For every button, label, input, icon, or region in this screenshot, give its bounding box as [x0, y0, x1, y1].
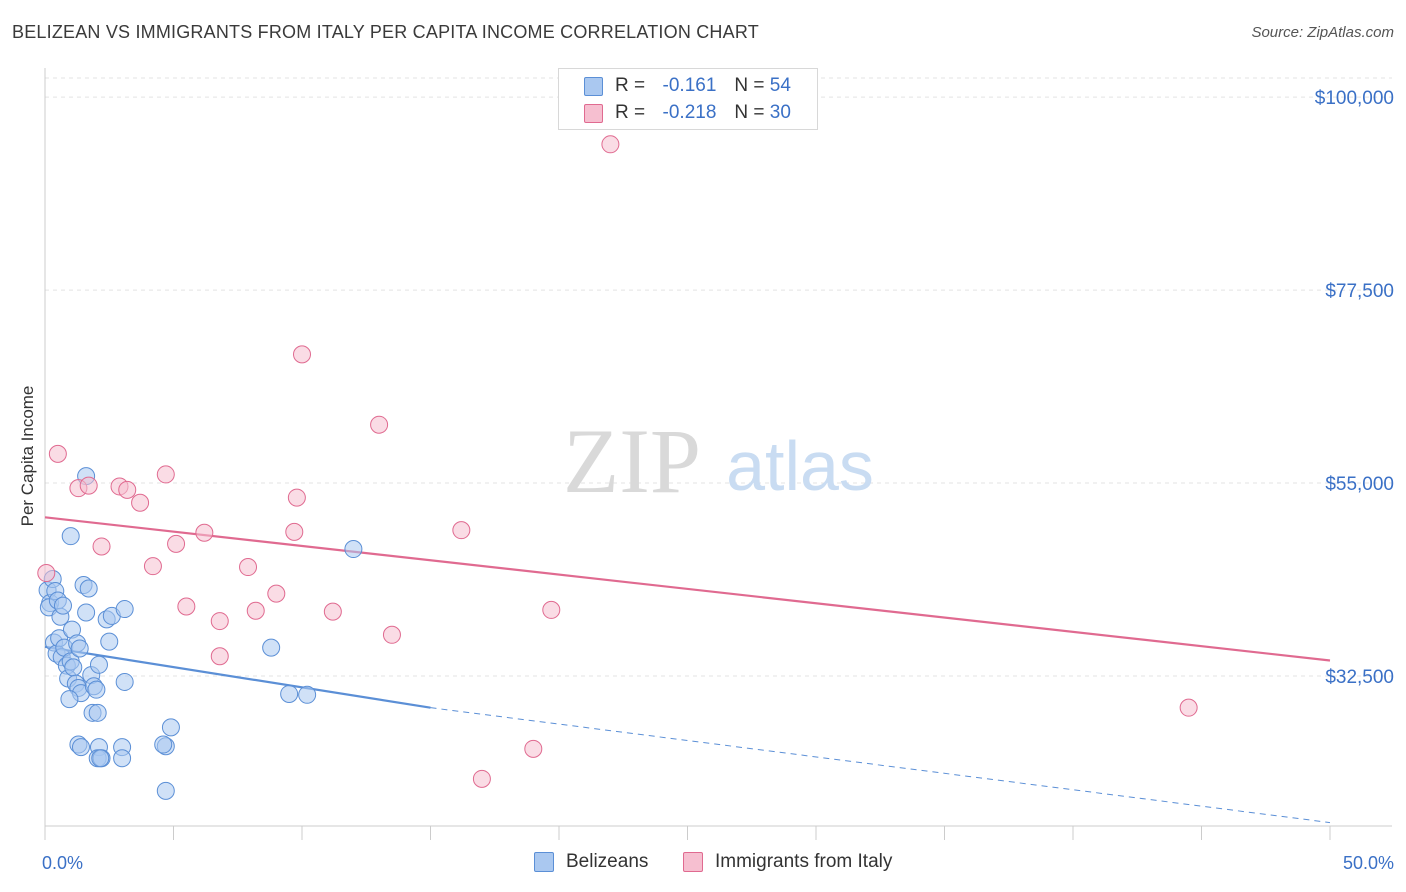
grid-lines — [45, 77, 1392, 677]
legend-row-belizeans: R = -0.161 N = 54 — [584, 74, 791, 98]
point-italy-29 — [1179, 698, 1198, 717]
point-belizeans-23 — [70, 639, 89, 658]
point-italy-7 — [131, 493, 150, 512]
watermark-atlas: atlas — [726, 427, 874, 505]
point-italy-28 — [601, 135, 620, 154]
point-italy-3 — [79, 476, 98, 495]
series-name-belizeans: Belizeans — [566, 851, 649, 872]
point-belizeans-25 — [77, 603, 96, 622]
y-tick-label-1: $55,000 — [1325, 474, 1394, 495]
source-label: Source: ZipAtlas.com — [1251, 24, 1394, 41]
point-belizeans-34 — [71, 738, 90, 757]
legend-swatch-belizeans — [584, 76, 603, 96]
point-italy-14 — [210, 647, 229, 666]
legend-r-value: -0.161 — [662, 75, 717, 96]
point-belizeans-55 — [344, 540, 363, 559]
legend-r-value: -0.218 — [662, 102, 717, 123]
point-belizeans-45 — [113, 749, 132, 768]
point-italy-27 — [542, 600, 561, 619]
point-belizeans-30 — [89, 655, 108, 674]
point-italy-6 — [118, 480, 137, 499]
legend-n-label: N = — [734, 75, 765, 96]
series-swatch-belizeans — [534, 852, 554, 872]
legend-swatch-italy — [584, 103, 603, 123]
x-axis-min-label: 0.0% — [42, 853, 84, 873]
legend-r-label: R = — [615, 102, 646, 123]
point-belizeans-53 — [280, 684, 299, 703]
point-italy-9 — [156, 465, 175, 484]
point-belizeans-29 — [87, 680, 106, 699]
point-belizeans-49 — [154, 735, 173, 754]
watermark-zip: ZIP — [563, 410, 701, 512]
point-belizeans-43 — [115, 672, 134, 691]
watermark: ZIP atlas — [563, 410, 874, 512]
legend-r-label: R = — [615, 75, 646, 96]
trend-lines — [44, 516, 1331, 824]
series-name-italy: Immigrants from Italy — [715, 851, 893, 872]
point-belizeans-26 — [79, 579, 98, 598]
point-belizeans-20 — [60, 690, 79, 709]
series-legend: Belizeans Immigrants from Italy — [0, 851, 1406, 877]
y-axis-label: Per Capita Income — [18, 385, 37, 527]
legend-n-value: 54 — [769, 75, 791, 96]
point-italy-19 — [287, 488, 306, 507]
y-tick-label-3: $100,000 — [1314, 88, 1394, 110]
point-belizeans-48 — [156, 781, 175, 800]
point-belizeans-42 — [115, 600, 134, 619]
point-italy-25 — [472, 769, 491, 788]
series-legend-belizeans[interactable]: Belizeans — [534, 851, 648, 873]
y-tick-label-0: $32,500 — [1325, 666, 1394, 688]
point-italy-17 — [267, 584, 286, 603]
point-belizeans-51 — [61, 527, 80, 546]
x-axis-max-label: 50.0% — [1342, 853, 1394, 873]
point-belizeans-38 — [91, 749, 110, 768]
data-points — [37, 135, 1198, 800]
series-legend-italy[interactable]: Immigrants from Italy — [683, 851, 892, 873]
point-italy-8 — [143, 557, 162, 576]
stats-legend: R = -0.161 N = 54 R = -0.218 N = 30 — [558, 68, 818, 130]
trend-line-italy — [44, 516, 1331, 662]
point-italy-16 — [246, 601, 265, 620]
series-swatch-italy — [683, 852, 703, 872]
legend-n-label: N = — [734, 102, 765, 123]
trend-line-belizeans — [44, 645, 431, 709]
point-italy-12 — [195, 523, 214, 542]
point-belizeans-16 — [64, 658, 83, 677]
y-tick-label-2: $77,500 — [1325, 281, 1394, 303]
point-italy-26 — [524, 739, 543, 758]
trend-line-belizeans-extension — [430, 707, 1331, 824]
point-italy-4 — [92, 537, 111, 556]
point-italy-24 — [452, 521, 471, 540]
point-italy-0 — [37, 564, 56, 583]
point-belizeans-52 — [262, 638, 281, 657]
point-belizeans-41 — [100, 632, 119, 651]
point-italy-21 — [323, 602, 342, 621]
point-italy-10 — [167, 534, 186, 553]
chart-title: BELIZEAN VS IMMIGRANTS FROM ITALY PER CA… — [12, 22, 759, 42]
point-italy-1 — [48, 444, 67, 463]
point-italy-11 — [177, 597, 196, 616]
axes — [44, 68, 1392, 840]
point-italy-13 — [210, 612, 229, 631]
point-belizeans-47 — [161, 718, 180, 737]
point-italy-23 — [382, 625, 401, 644]
legend-n-value: 30 — [769, 102, 791, 123]
point-italy-20 — [293, 345, 311, 364]
point-belizeans-7 — [53, 596, 72, 615]
point-italy-15 — [239, 558, 258, 577]
legend-row-italy: R = -0.218 N = 30 — [584, 101, 791, 125]
point-italy-18 — [285, 522, 304, 541]
point-belizeans-32 — [88, 703, 107, 722]
point-italy-22 — [370, 415, 389, 434]
point-belizeans-54 — [298, 685, 317, 704]
